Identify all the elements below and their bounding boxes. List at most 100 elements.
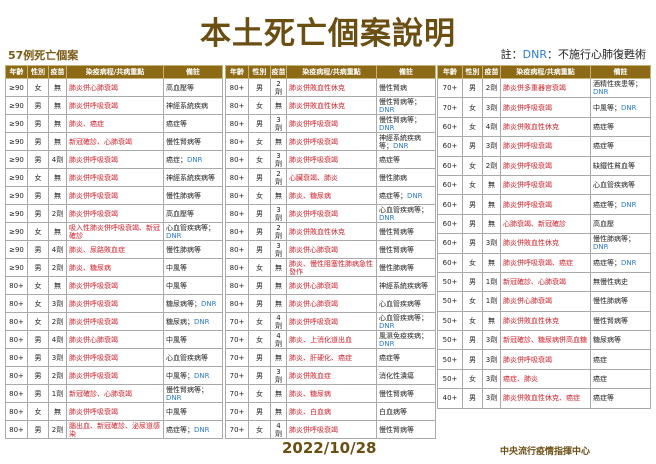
cell-remark: 神經系統疾病等；DNR bbox=[376, 132, 436, 151]
cell-age: 80+ bbox=[5, 276, 28, 295]
cell-sex: 女 bbox=[27, 276, 49, 295]
dnr-tag: DNR bbox=[166, 231, 182, 240]
cell-vaccine: 2劑 bbox=[270, 78, 287, 97]
cell-age: 50+ bbox=[437, 349, 463, 370]
cell-vaccine: 3劑 bbox=[48, 348, 67, 367]
table-row: 60+ 女無肺炎併呼吸衰竭、癌症 癌症等；DNR bbox=[437, 252, 651, 273]
remark-text: 慢性肺病等； bbox=[593, 235, 635, 244]
cell-course: 肺炎併呼吸衰竭 bbox=[500, 174, 591, 196]
table-row: 80+ 男 2劑 心臟衰竭、肺炎 慢性肺病 bbox=[225, 168, 436, 187]
header-sex: 性別 bbox=[462, 65, 483, 79]
cell-vaccine: 無 bbox=[270, 132, 287, 151]
cell-age: 50+ bbox=[437, 271, 463, 293]
dnr-tag: DNR bbox=[379, 105, 395, 114]
remark-text: 慢性腎病等； bbox=[166, 385, 208, 394]
remark-text: 高血壓 bbox=[593, 219, 614, 228]
cell-sex: 女 bbox=[462, 97, 483, 118]
cell-age: 50+ bbox=[437, 368, 463, 390]
cell-age: 80+ bbox=[5, 330, 28, 349]
cell-age: 80+ bbox=[5, 402, 28, 421]
cell-remark: 慢性腎病等；DNR bbox=[163, 384, 223, 403]
cell-sex: 女 bbox=[248, 312, 271, 331]
table-row: 80+ 男 2劑 肺炎併敗血性休克 慢性腎病等 bbox=[225, 222, 436, 241]
cell-remark: 癌症等 bbox=[590, 388, 651, 409]
remark-text: 糖尿病等 bbox=[593, 336, 621, 345]
cell-course: 肺炎併呼吸衰竭 bbox=[66, 168, 164, 187]
dnr-tag: DNR bbox=[166, 393, 182, 402]
note-dnr: DNR bbox=[522, 48, 547, 61]
cell-vaccine: 3劑 bbox=[270, 150, 287, 169]
table-row: 70+ 女無肺炎、糖尿病 慢性腎病等 bbox=[225, 384, 436, 403]
cell-course: 肺炎併敗血性休克 bbox=[500, 116, 591, 138]
cell-vaccine: 1劑 bbox=[482, 291, 501, 312]
cell-age: 70+ bbox=[225, 384, 249, 403]
cell-remark: 癌症等 bbox=[163, 114, 223, 133]
cell-age: 60+ bbox=[437, 174, 463, 196]
table-row: 80+ 男 3劑 肺炎併呼吸衰竭 心血管疾病等 bbox=[5, 348, 223, 367]
table-row: 80+ 男 3劑 肺炎併呼吸衰竭 慢性腎病等；DNR bbox=[225, 114, 436, 133]
remark-text: 缺鐵性貧血等 bbox=[593, 161, 635, 170]
remark-text: 神經系統疾病等； bbox=[379, 133, 421, 150]
cell-remark: 癌症等；DNR bbox=[590, 194, 651, 215]
cell-sex: 男 bbox=[462, 271, 483, 293]
table-row: 80+ 男 3劑 肺炎併心肺衰竭 慢性腎病等 bbox=[225, 240, 436, 259]
table-row: 80+ 女無肺炎併呼吸衰竭 神經系統疾病等；DNR bbox=[225, 132, 436, 151]
dnr-tag: DNR bbox=[379, 321, 395, 330]
cell-remark: 心血管疾病等 bbox=[590, 174, 651, 196]
table-row: 80+ 男 4劑 肺炎併心肺衰竭 中風等 bbox=[5, 330, 223, 349]
cell-vaccine: 2劑 bbox=[48, 312, 67, 331]
remark-text: 神經系統疾病 bbox=[166, 101, 208, 110]
cell-age: 70+ bbox=[437, 97, 463, 118]
cell-remark: 糖尿病；DNR bbox=[163, 312, 223, 331]
remark-text: 慢性肺病等 bbox=[379, 263, 414, 272]
cell-vaccine: 無 bbox=[482, 310, 501, 332]
cell-vaccine: 無 bbox=[48, 222, 67, 241]
cell-remark: 慢性腎病等；DNR bbox=[376, 114, 436, 133]
cell-vaccine: 無 bbox=[48, 96, 67, 115]
cell-age: ≥90 bbox=[5, 132, 28, 151]
table-row: ≥90 男 4劑 肺炎、尿路敗血症 慢性肺病等 bbox=[5, 240, 223, 259]
cell-remark: 癌症等 bbox=[590, 116, 651, 138]
table-row: ≥90 男無肺炎、癌症 癌症等 bbox=[5, 114, 223, 133]
remark-text: 消化性潰瘍 bbox=[379, 371, 414, 380]
table-row: 80+ 女 3劑 肺炎併呼吸衰竭 癌症等 bbox=[225, 150, 436, 169]
cell-age: ≥90 bbox=[5, 96, 28, 115]
organization: 中央流行疫情指揮中心 bbox=[500, 447, 591, 457]
cell-sex: 女 bbox=[27, 168, 49, 187]
table-row: 70+ 男 2劑 肺炎併多重器官衰竭 酒精性疾患等；DNR bbox=[437, 77, 651, 99]
cell-sex: 女 bbox=[248, 96, 271, 115]
cell-remark: 癌症等；DNR bbox=[163, 420, 223, 439]
cell-course: 肺炎併敗血性休克 bbox=[500, 310, 591, 332]
cell-sex: 女 bbox=[462, 155, 483, 176]
remark-text: 慢性腎病等 bbox=[379, 227, 414, 236]
cell-remark: 糖尿病等 bbox=[590, 330, 651, 351]
cell-vaccine: 無 bbox=[270, 402, 287, 421]
cell-course: 肺炎併心肺衰竭 bbox=[66, 330, 164, 349]
dnr-tag: DNR bbox=[194, 317, 210, 326]
cell-course: 吸入性肺炎併呼吸衰竭、新冠確診 bbox=[66, 222, 164, 241]
remark-text: 神經系統疾病等 bbox=[166, 173, 215, 182]
header-remark: 備註 bbox=[376, 65, 436, 79]
remark-text: 慢性腎病 bbox=[379, 83, 407, 92]
cell-vaccine: 2劑 bbox=[48, 366, 67, 385]
dnr-tag: DNR bbox=[194, 425, 210, 434]
cell-course: 肺炎、慢性阻塞性肺病急性發作 bbox=[286, 258, 377, 277]
cell-remark: 高血壓等 bbox=[163, 78, 223, 97]
table-row: 50+ 女 3劑 癌症、肺炎 癌症 bbox=[437, 368, 651, 390]
cell-course: 肺炎併呼吸衰竭 bbox=[286, 114, 377, 133]
remark-text: 癌症等 bbox=[593, 394, 614, 403]
cell-age: 80+ bbox=[225, 222, 249, 241]
cell-sex: 男 bbox=[248, 294, 271, 313]
cell-course: 肺炎併呼吸衰竭 bbox=[66, 294, 164, 313]
remark-text: 中風等 bbox=[166, 281, 187, 290]
dnr-tag: DNR bbox=[621, 200, 637, 209]
remark-text: 高血壓等 bbox=[166, 83, 194, 92]
cell-sex: 女 bbox=[27, 294, 49, 313]
remark-text: 癌症等 bbox=[379, 155, 400, 164]
remark-text: 癌症等； bbox=[379, 191, 407, 200]
cell-course: 新冠確診、心肺衰竭 bbox=[66, 132, 164, 151]
table-row: ≥90 男無新冠確診、心肺衰竭 慢性腎病等 bbox=[5, 132, 223, 151]
cell-remark: 慢性腎病等 bbox=[376, 420, 436, 439]
remark-text: 慢性肺病等 bbox=[593, 297, 628, 306]
cell-course: 肺炎併呼吸衰竭 bbox=[500, 194, 591, 215]
